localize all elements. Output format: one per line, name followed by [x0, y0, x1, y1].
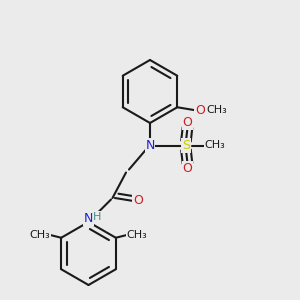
- Text: CH₃: CH₃: [30, 230, 51, 240]
- Text: O: O: [183, 116, 192, 130]
- Text: S: S: [182, 139, 190, 152]
- Text: CH₃: CH₃: [126, 230, 147, 240]
- Text: N: N: [84, 212, 93, 226]
- Text: CH₃: CH₃: [204, 140, 225, 151]
- Text: CH₃: CH₃: [206, 105, 227, 115]
- Text: O: O: [133, 194, 143, 208]
- Text: O: O: [195, 104, 205, 117]
- Text: N: N: [145, 139, 155, 152]
- Text: O: O: [183, 161, 192, 175]
- Text: H: H: [93, 212, 102, 222]
